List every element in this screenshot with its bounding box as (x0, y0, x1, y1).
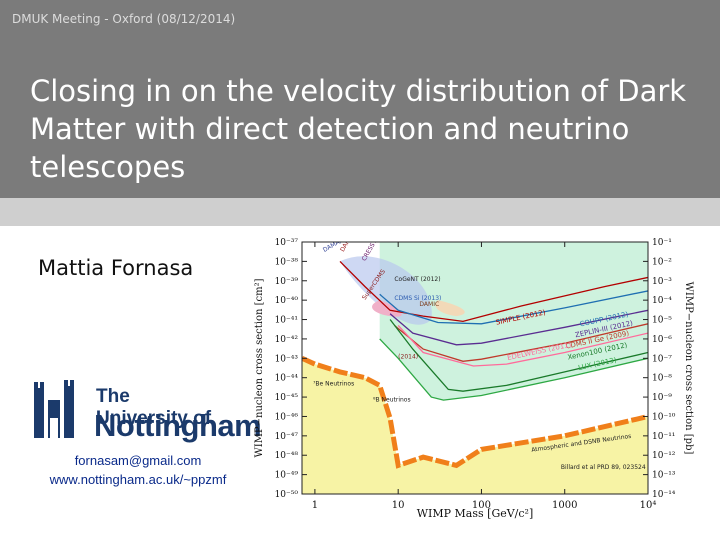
excluded-region (379, 242, 648, 401)
y-tick-label-left-11: 10⁻⁴⁸ (275, 451, 299, 461)
divider-strip (0, 198, 720, 226)
series-line-3 (393, 323, 648, 362)
slide-title: Closing in on the velocity distribution … (30, 74, 687, 184)
y-tick-label-left-0: 10⁻³⁷ (275, 238, 299, 248)
y-tick-label-right-8: 10⁻⁹ (652, 393, 672, 403)
y-tick-label-right-7: 10⁻⁸ (652, 374, 672, 384)
x-tick-label-4: 10⁴ (640, 500, 657, 511)
y-tick-label-left-3: 10⁻⁴⁰ (275, 296, 299, 306)
annotation-5: DAMIC (419, 301, 439, 308)
y-tick-label-right-6: 10⁻⁷ (652, 354, 672, 364)
dark-matter-exclusion-chart: SIMPLE (2012) COUPP (2012)ZEPLIN-III (201… (254, 237, 694, 520)
y-tick-label-right-2: 10⁻³ (652, 277, 672, 287)
series-line-0 (339, 260, 648, 323)
website-link[interactable]: www.nottingham.ac.uk/~ppzmf (49, 472, 227, 487)
cdms-si-region (372, 300, 402, 317)
y-tick-label-left-7: 10⁻⁴⁴ (275, 374, 299, 384)
series-line-4 (397, 324, 648, 367)
author-name: Mattia Fornasa (38, 256, 194, 280)
title-band (0, 0, 720, 198)
y-tick-label-right-12: 10⁻¹³ (652, 471, 676, 481)
series-line-5 (389, 319, 648, 392)
y-axis-label-left: WIMP−nucleon cross section [cm²] (254, 278, 265, 457)
y-tick-label-left-12: 10⁻⁴⁹ (275, 471, 299, 481)
x-tick-label-1: 10 (392, 500, 405, 511)
y-tick-label-right-13: 10⁻¹⁴ (652, 490, 676, 500)
cresst-region (435, 300, 465, 317)
y-tick-label-right-0: 10⁻¹ (652, 238, 672, 248)
y-tick-label-left-13: 10⁻⁵⁰ (275, 490, 299, 500)
y-tick-label-left-9: 10⁻⁴⁶ (275, 412, 299, 422)
plot-frame (301, 241, 649, 495)
y-tick-label-left-10: 10⁻⁴⁷ (275, 432, 299, 442)
y-tick-label-right-10: 10⁻¹¹ (652, 432, 675, 442)
annotation-3: CoGeNT (2012) (394, 276, 440, 283)
series-line-2 (389, 309, 648, 346)
y-tick-label-left-8: 10⁻⁴⁵ (275, 393, 299, 403)
x-tick-label-2: 100 (472, 500, 491, 511)
x-tick-label-0: 1 (312, 500, 318, 511)
y-axis-label-right: WIMP−nucleon cross section [pb] (683, 282, 694, 455)
y-tick-label-right-1: 10⁻² (652, 257, 672, 267)
signal-hint-region (339, 256, 432, 325)
meeting-label: DMUK Meeting - Oxford (08/12/2014) (12, 12, 236, 26)
logo-line1: The University of (96, 386, 212, 429)
y-tick-label-left-4: 10⁻⁴¹ (275, 316, 298, 326)
series-line-6 (379, 338, 648, 401)
logo-line2: Nottingham (94, 408, 262, 443)
email-link[interactable]: fornasam@gmail.com (74, 453, 202, 468)
y-tick-label-right-5: 10⁻⁶ (652, 335, 672, 345)
castle-icon (34, 380, 74, 438)
x-tick-label-3: 1000 (552, 500, 577, 511)
neutrino-floor-region (302, 358, 648, 494)
annotation-4: CDMS Si (2013) (394, 295, 441, 302)
y-tick-label-right-4: 10⁻⁵ (652, 316, 672, 326)
annotation-8: ⁷Be Neutrinos (313, 380, 354, 387)
y-tick-label-left-5: 10⁻⁴² (275, 335, 299, 345)
y-tick-label-right-9: 10⁻¹⁰ (652, 412, 676, 422)
y-tick-label-left-6: 10⁻⁴³ (275, 354, 299, 364)
y-tick-label-right-3: 10⁻⁴ (652, 296, 672, 306)
series-line-7 (302, 356, 648, 469)
series-line-1 (379, 290, 648, 325)
annotation-0: DAMA/I (322, 237, 344, 254)
annotation-7: (2014) (398, 353, 418, 360)
y-tick-label-left-2: 10⁻³⁹ (275, 277, 299, 287)
annotation-11: Billard et al PRD 89, 023524 (2014) (561, 464, 668, 471)
y-tick-label-right-11: 10⁻¹² (652, 451, 676, 461)
university-logo: The University of Nottingham (30, 378, 262, 448)
x-axis-label: WIMP Mass [GeV/c²] (417, 507, 534, 520)
annotation-9: ⁸B Neutrinos (373, 396, 411, 403)
y-tick-label-left-1: 10⁻³⁸ (275, 257, 299, 267)
